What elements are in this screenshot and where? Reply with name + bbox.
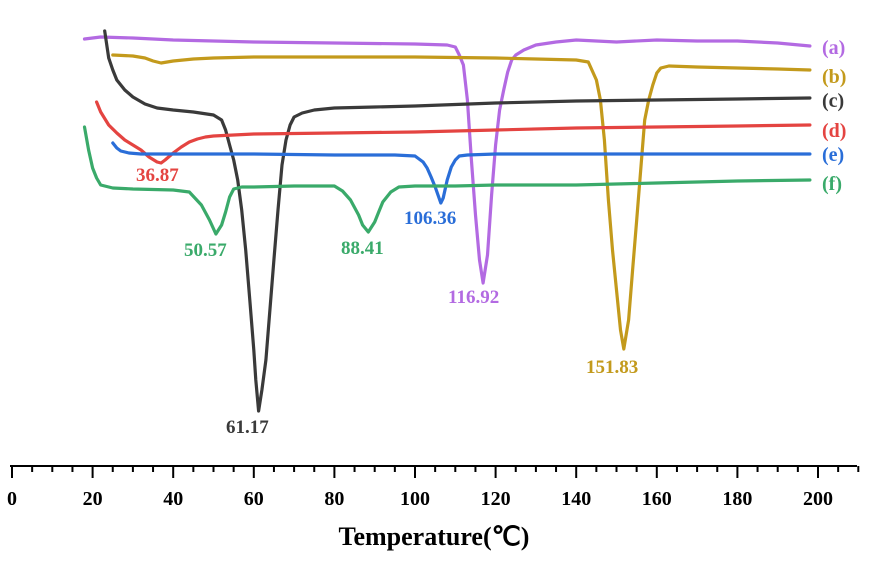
peak-label-c: 61.17 (226, 417, 269, 438)
x-tick-label: 0 (7, 488, 17, 510)
peak-label-d: 36.87 (136, 165, 179, 186)
series-line-c (103, 29, 812, 413)
series-tag-a: (a) (822, 37, 845, 59)
peak-label-e: 106.36 (404, 208, 456, 229)
series-line-e (111, 141, 812, 205)
series-line-f (82, 125, 812, 236)
series-line-d (95, 100, 812, 165)
series-tag-f: (f) (822, 173, 842, 195)
peak-labels: 116.92 151.83 61.17 36.87 106.36 50.57 8… (136, 165, 638, 438)
peak-label-f1: 50.57 (184, 240, 227, 261)
x-tick-label: 120 (481, 488, 511, 510)
series-line-a (82, 35, 812, 285)
peak-label-b: 151.83 (586, 357, 638, 378)
x-tick-label: 100 (400, 488, 430, 510)
x-axis: 0 20 40 60 80 100 120 140 160 180 200 (7, 465, 860, 510)
x-tick-label: 140 (561, 488, 591, 510)
x-tick-label: 20 (83, 488, 103, 510)
x-axis-ticks: 0 20 40 60 80 100 120 140 160 180 200 (7, 466, 860, 510)
x-axis-title: Temperature(℃) (339, 522, 530, 551)
series-line-b (111, 53, 812, 351)
x-tick-label: 160 (642, 488, 672, 510)
x-tick-label: 200 (803, 488, 833, 510)
series-tags: (a) (b) (c) (d) (e) (f) (822, 37, 846, 195)
x-tick-label: 40 (163, 488, 183, 510)
x-tick-label: 180 (722, 488, 752, 510)
series-tag-c: (c) (822, 90, 844, 112)
series-tag-d: (d) (822, 120, 846, 142)
series-tag-b: (b) (822, 66, 846, 88)
series-tag-e: (e) (822, 144, 844, 166)
peak-label-f2: 88.41 (341, 238, 384, 259)
x-tick-label: 60 (244, 488, 264, 510)
series-curves (82, 29, 812, 413)
peak-label-a: 116.92 (448, 287, 499, 308)
x-tick-label: 80 (324, 488, 344, 510)
